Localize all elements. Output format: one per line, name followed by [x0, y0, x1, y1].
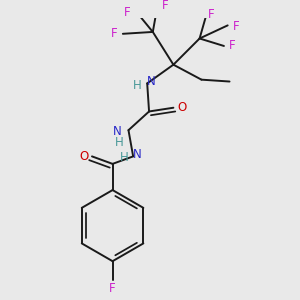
Text: F: F [162, 0, 168, 12]
Text: F: F [124, 6, 131, 19]
Text: H: H [119, 151, 128, 164]
Text: F: F [233, 20, 239, 33]
Text: N: N [147, 75, 155, 88]
Text: F: F [111, 27, 118, 40]
Text: O: O [79, 150, 88, 163]
Text: F: F [229, 40, 236, 52]
Text: F: F [208, 8, 214, 21]
Text: N: N [133, 148, 141, 161]
Text: O: O [177, 101, 186, 114]
Text: N: N [113, 124, 122, 138]
Text: H: H [115, 136, 124, 149]
Text: H: H [133, 79, 141, 92]
Text: F: F [109, 282, 116, 295]
